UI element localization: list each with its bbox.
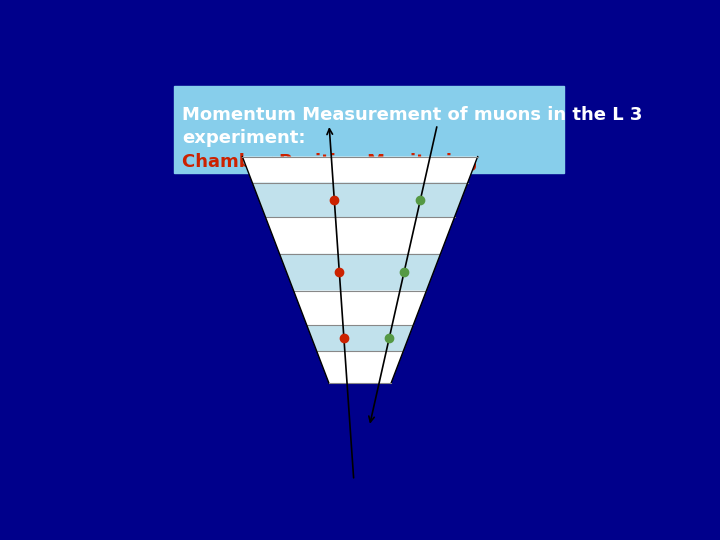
- Polygon shape: [243, 157, 477, 383]
- FancyBboxPatch shape: [174, 85, 564, 173]
- Polygon shape: [307, 325, 413, 351]
- Polygon shape: [279, 254, 441, 291]
- Text: Chamber Position Monitoring: Chamber Position Monitoring: [182, 153, 477, 171]
- Polygon shape: [252, 183, 468, 217]
- Text: Momentum Measurement of muons in the L 3: Momentum Measurement of muons in the L 3: [182, 105, 642, 124]
- Text: experiment:: experiment:: [182, 129, 305, 147]
